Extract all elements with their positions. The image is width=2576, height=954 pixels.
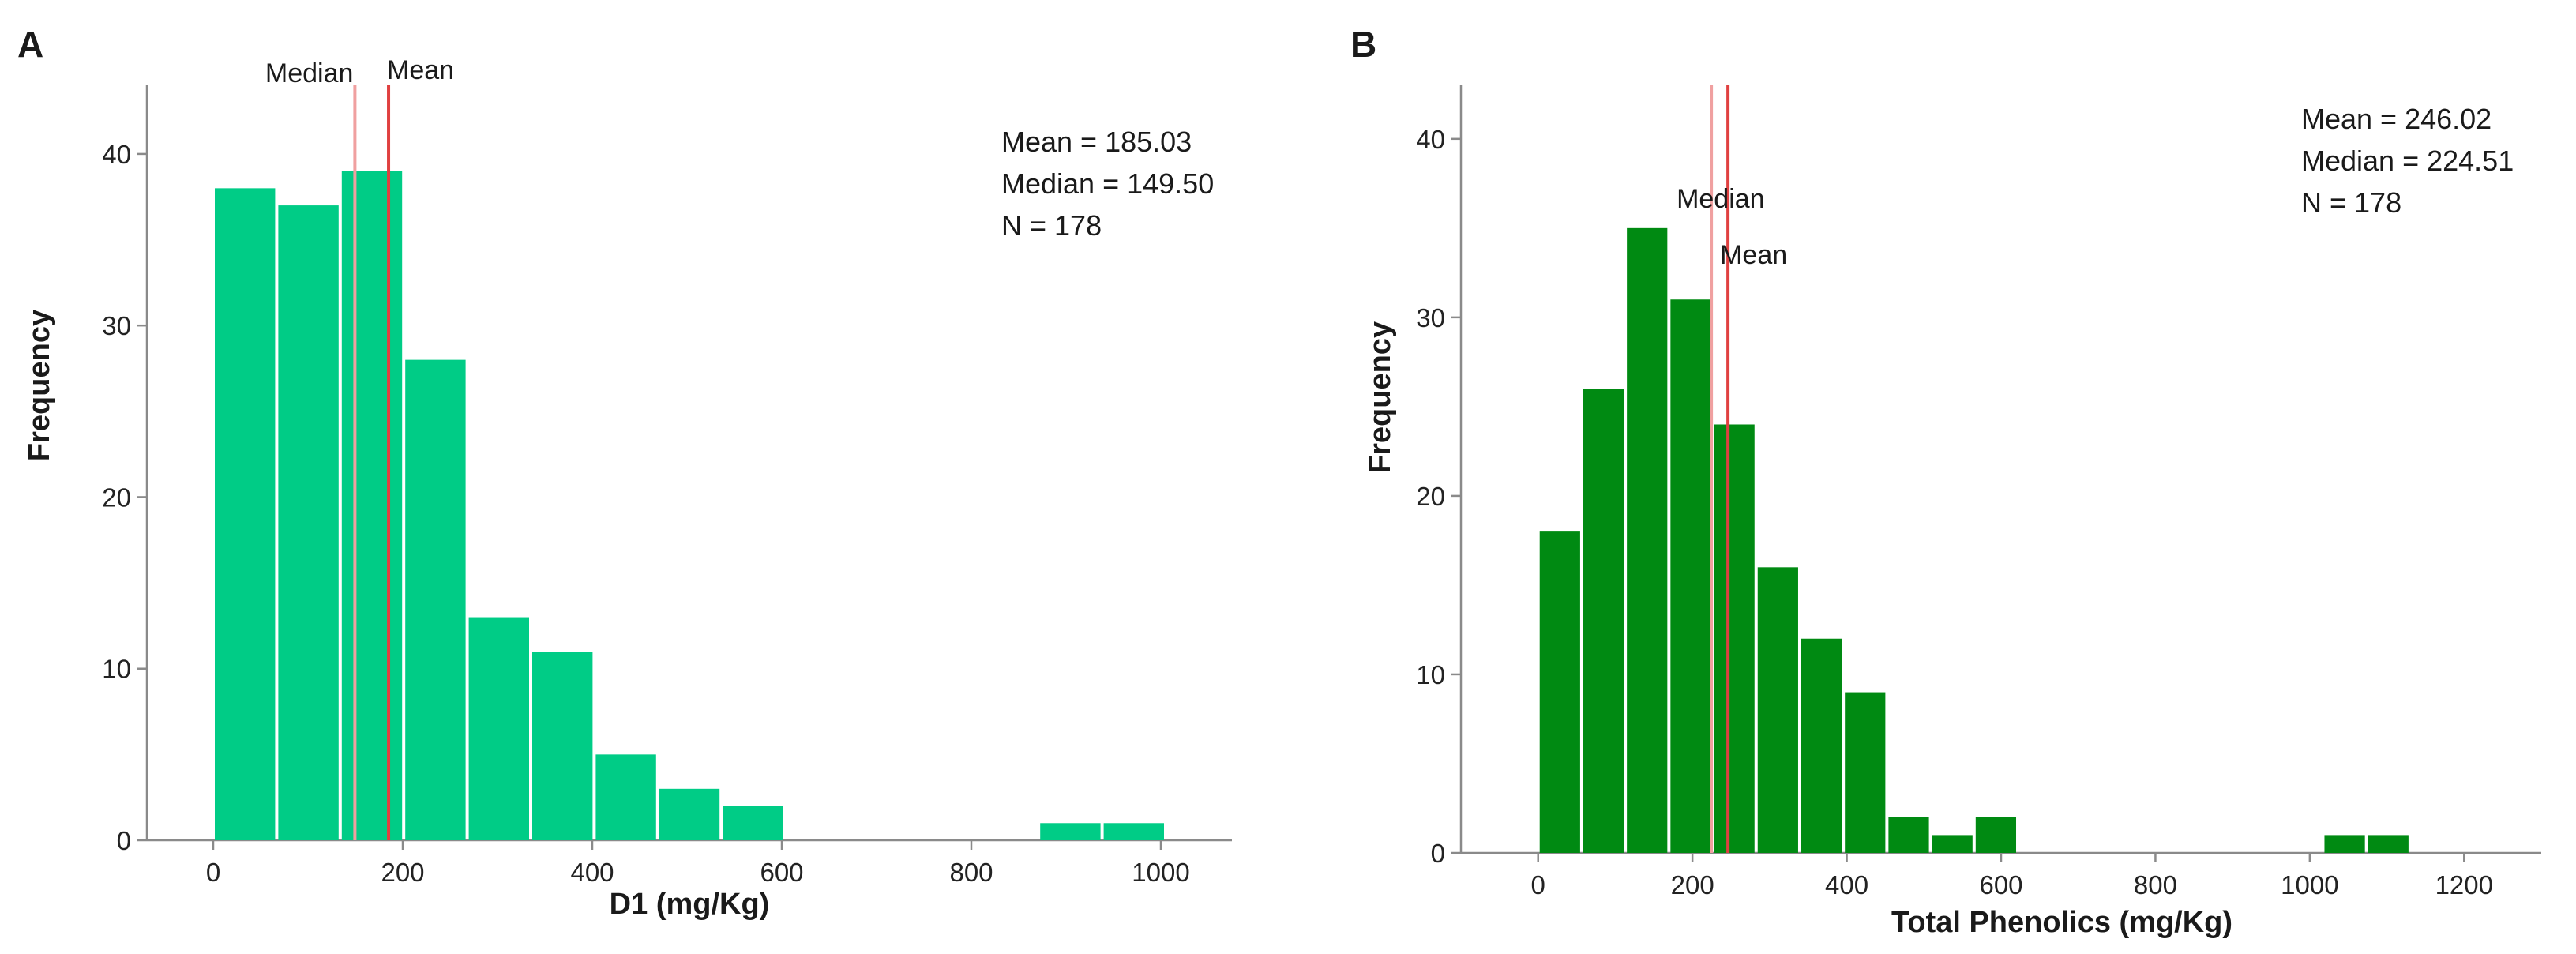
histogram-bar <box>1845 692 1886 853</box>
histogram-bar <box>1714 424 1755 853</box>
x-axis-title: Total Phenolics (mg/Kg) <box>1891 906 2232 939</box>
x-tick-label: 0 <box>1531 870 1545 900</box>
y-tick-label: 0 <box>117 826 131 855</box>
x-tick-label: 600 <box>760 858 803 887</box>
x-tick-label: 200 <box>381 858 424 887</box>
stats-text-line: Mean = 185.03 <box>1001 126 1192 158</box>
mean-label: Mean <box>387 55 454 85</box>
x-tick-label: 400 <box>570 858 614 887</box>
x-tick-label: 200 <box>1671 870 1714 900</box>
panel-letter: A <box>17 24 43 65</box>
histogram-bar <box>1583 389 1624 854</box>
stats-text-line: N = 178 <box>2301 186 2401 219</box>
x-tick-label: 400 <box>1825 870 1868 900</box>
stats-text-line: Median = 224.51 <box>2301 145 2514 177</box>
histogram-bar <box>1627 227 1668 853</box>
y-axis-title: Frequency <box>23 310 56 461</box>
histogram-bar <box>1801 638 1842 853</box>
y-tick-label: 40 <box>102 140 131 169</box>
histogram-bar <box>341 171 403 841</box>
x-tick-label: 800 <box>2134 870 2177 900</box>
median-label: Median <box>265 58 354 88</box>
mean-label: Mean <box>1720 240 1787 270</box>
y-tick-label: 30 <box>1416 303 1445 332</box>
x-tick-label: 0 <box>206 858 220 887</box>
stats-text-line: N = 178 <box>1001 209 1102 242</box>
histogram-bar <box>1670 299 1711 853</box>
histogram-bar <box>723 806 783 840</box>
panel-letter: B <box>1350 24 1376 65</box>
histogram-bar <box>2324 835 2365 853</box>
y-axis-title: Frequency <box>1364 321 1397 473</box>
histogram-bar <box>278 205 339 840</box>
x-tick-label: 800 <box>949 858 993 887</box>
histogram-bar <box>2368 835 2409 853</box>
histogram-bar <box>405 359 466 840</box>
median-label: Median <box>1677 184 1765 214</box>
histogram-bar <box>1539 531 1580 853</box>
y-tick-label: 20 <box>102 483 131 512</box>
x-tick-label: 1200 <box>2435 870 2493 900</box>
histogram-bar <box>1932 835 1973 853</box>
x-tick-label: 600 <box>1979 870 2022 900</box>
histogram-bar <box>1103 823 1164 840</box>
histogram-bar <box>595 754 656 840</box>
y-tick-label: 10 <box>1416 660 1445 689</box>
y-tick-label: 10 <box>102 655 131 684</box>
y-tick-label: 30 <box>102 311 131 340</box>
stats-text-line: Mean = 246.02 <box>2301 103 2492 135</box>
histogram-bar <box>532 652 593 840</box>
histogram-bar <box>1975 817 2017 853</box>
histogram-bar <box>1888 817 1929 853</box>
x-tick-label: 1000 <box>2281 870 2338 900</box>
y-tick-label: 20 <box>1416 482 1445 511</box>
y-tick-label: 0 <box>1431 839 1445 868</box>
histogram-bar <box>1757 567 1798 853</box>
histogram-bar <box>215 188 276 840</box>
stats-text-line: Median = 149.50 <box>1001 167 1214 200</box>
histogram-bar <box>468 617 529 840</box>
x-axis-title: D1 (mg/Kg) <box>610 888 770 921</box>
histogram-bar <box>659 788 720 840</box>
y-tick-label: 40 <box>1416 125 1445 154</box>
x-tick-label: 1000 <box>1132 858 1189 887</box>
histogram-bar <box>1040 823 1101 840</box>
